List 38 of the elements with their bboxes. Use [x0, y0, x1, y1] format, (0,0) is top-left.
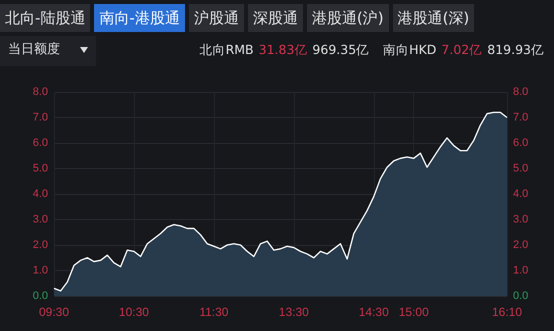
text: 969.35亿 — [312, 42, 370, 57]
y2-tick-label: 1.0 — [513, 264, 528, 276]
y-tick-label: 7.0 — [32, 112, 48, 124]
text: 819.93亿 — [487, 42, 544, 57]
text: 深股通 — [248, 4, 303, 32]
x-tick-label: 14:30 — [358, 305, 390, 319]
text: 沪股通 — [188, 4, 244, 32]
y2-tick-label: 6.0 — [513, 137, 528, 149]
y2-tick-label: 5.0 — [513, 162, 528, 174]
y2-tick-label: 2.0 — [513, 239, 528, 251]
x-tick-label: 16:10 — [492, 305, 522, 319]
text: 当日额度 — [8, 42, 60, 57]
y2-tick-label: 0.0 — [513, 290, 528, 302]
y2-tick-label: 3.0 — [513, 214, 528, 226]
y-tick-label: 4.0 — [32, 188, 48, 200]
x-tick-label: 10:30 — [118, 305, 150, 319]
text: 31.83亿 — [258, 42, 308, 57]
y2-tick-label: 7.0 — [513, 112, 528, 124]
text: 北向RMB — [200, 42, 254, 57]
x-tick-label: 11:30 — [199, 305, 229, 319]
x-tick-label: 13:30 — [278, 305, 310, 319]
y2-tick-label: 8.0 — [513, 86, 528, 98]
text: 港股通(深) — [392, 4, 474, 32]
text: 南向-港股通 — [94, 4, 185, 32]
text: 南向HKD — [383, 42, 436, 57]
y-tick-label: 5.0 — [32, 162, 48, 174]
y2-tick-label: 4.0 — [513, 188, 528, 200]
x-tick-label: 15:00 — [398, 305, 430, 319]
x-tick-label: 09:30 — [38, 305, 70, 319]
y-tick-label: 2.0 — [32, 239, 48, 251]
text: 港股通(沪) — [306, 4, 389, 32]
text: 北向-陆股通 — [0, 4, 90, 32]
y-tick-label: 1.0 — [32, 264, 48, 276]
y-tick-label: 0.0 — [32, 290, 48, 302]
y-tick-label: 8.0 — [32, 86, 48, 98]
text: 7.02亿 — [441, 42, 482, 57]
y-tick-label: 6.0 — [32, 137, 48, 149]
y-tick-label: 3.0 — [32, 214, 48, 226]
